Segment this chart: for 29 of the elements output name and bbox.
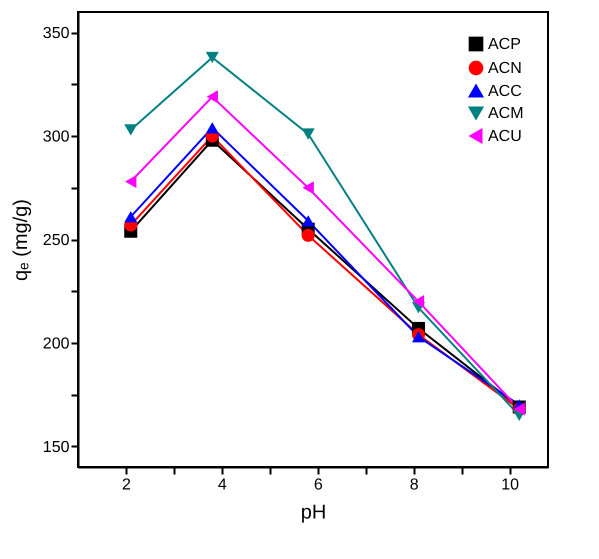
y-axis-title: qₑ (mg/g) [10, 199, 32, 281]
point [412, 331, 426, 342]
point [206, 52, 219, 64]
x-tick-label: 4 [218, 476, 227, 494]
legend-label: ACC [488, 83, 522, 100]
point [302, 215, 315, 227]
y-tick-label: 150 [42, 438, 70, 456]
point [206, 90, 218, 104]
point [124, 211, 138, 222]
legend-label: ACN [488, 60, 522, 77]
legend-label: ACM [488, 105, 524, 122]
point [302, 128, 315, 140]
x-tick-label: 10 [501, 476, 520, 494]
legend-label: ACU [488, 128, 522, 145]
legend-label: ACP [488, 36, 521, 53]
y-tick-label: 200 [42, 335, 70, 352]
y-tick-label: 300 [42, 128, 70, 146]
x-axis-title: pH [300, 502, 326, 524]
point [124, 124, 138, 136]
point [302, 228, 315, 242]
point [125, 175, 136, 188]
point [206, 122, 219, 134]
x-tick-label: 8 [410, 476, 419, 494]
y-tick-label: 350 [42, 25, 70, 42]
x-tick-label: 6 [314, 476, 323, 494]
point [412, 295, 424, 308]
y-tick-label: 250 [42, 232, 70, 249]
point [302, 181, 314, 194]
x-tick-label: 2 [122, 476, 132, 494]
